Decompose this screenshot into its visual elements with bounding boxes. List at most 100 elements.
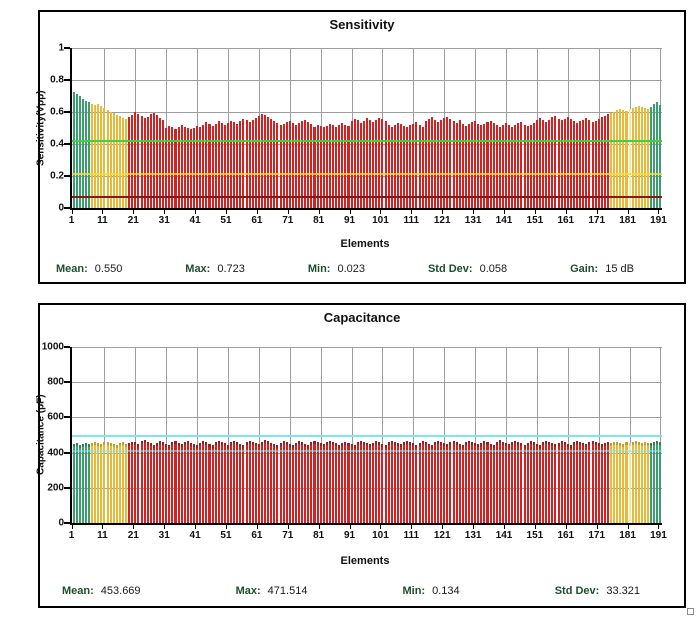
stat-min: Min: 0.023 [308,263,365,275]
x-tick-mark [133,525,135,529]
x-tick-mark [442,525,444,529]
bar-element-13 [109,111,112,208]
bar-element-80 [316,124,319,208]
bar-element-181 [628,109,631,208]
x-axis-labels: 1 11 21 31 41 51 61 71 81 91 101 111 121 131 141 151 161… [69,525,667,543]
bar-element-155 [548,441,551,523]
bar-element-5 [84,443,87,523]
stats-row: Mean: 453.669 Max: 471.514 Min: 0.134 Std Dev:… [62,585,640,597]
bar-element-187 [647,109,650,208]
bar-element-110 [409,442,412,523]
bar-element-170 [594,441,597,523]
x-tick-label: 121 [433,530,451,541]
bar-element-163 [572,442,575,523]
bar-element-156 [551,117,554,208]
x-tick-label: 141 [495,530,513,541]
x-tick-mark [504,210,505,214]
bar-element-30 [162,119,165,208]
bar-element-136 [489,120,492,208]
bar-element-156 [551,443,554,523]
bar-element-56 [242,118,245,208]
x-tick-label: 31 [158,530,170,541]
bar-element-26 [149,443,152,523]
bar-element-179 [622,110,625,208]
bar-element-94 [359,122,362,208]
bar-element-131 [474,121,477,208]
bar-element-132 [477,123,480,208]
bar-element-60 [254,443,257,523]
bar-element-107 [399,124,403,208]
threshold-line-2 [72,195,662,198]
x-tick-label: 61 [251,215,263,226]
stat-value: 15 dB [605,263,634,275]
bar-element-32 [168,126,171,208]
bar-element-3 [78,444,81,523]
bar-element-114 [421,126,424,208]
bar-element-138 [495,441,498,523]
x-tick-mark [504,525,505,529]
bar-element-5 [84,100,87,208]
bar-element-69 [282,441,285,523]
bar-element-167 [585,444,588,523]
h-gridline [72,382,662,384]
bar-element-3 [78,96,81,208]
bar-element-46 [211,444,214,523]
bar-element-88 [341,442,344,523]
bar-element-36 [180,125,183,208]
bar-element-148 [526,442,529,523]
bar-element-143 [511,126,514,208]
x-tick-label: 171 [588,530,606,541]
h-gridline [72,48,662,49]
bar-element-145 [517,123,520,208]
bar-element-37 [183,126,186,208]
bar-element-76 [304,443,307,523]
x-tick-mark [596,525,598,529]
bar-element-62 [260,113,264,208]
bar-element-74 [298,441,301,523]
x-tick-label: 11 [97,215,108,226]
bar-element-135 [486,121,489,208]
bar-element-4 [81,443,84,523]
bar-element-175 [610,113,613,208]
bar-element-157 [554,116,557,208]
x-tick-mark [102,210,104,214]
bar-element-166 [582,119,585,208]
y-tick-label: 0 [58,517,64,529]
x-tick-label: 71 [282,215,294,226]
bar-element-173 [603,115,606,208]
bar-element-125 [455,442,458,523]
bar-element-116 [427,443,430,523]
bar-element-81 [319,125,322,208]
bar-element-186 [644,442,647,523]
bar-element-183 [634,107,637,208]
bar-element-44 [205,442,208,523]
bar-element-24 [143,440,146,523]
bar-element-19 [128,116,131,208]
bar-element-57 [245,442,248,523]
bar-element-22 [137,113,140,208]
x-tick-mark [287,525,289,529]
bar-element-66 [273,444,276,523]
x-tick-label: 121 [433,215,451,226]
x-tick-mark [287,210,289,214]
bar-element-108 [403,126,406,208]
bar-element-7 [91,104,94,208]
bar-element-78 [310,124,313,208]
x-tick-mark [380,210,382,214]
bar-element-102 [384,444,387,523]
bar-element-151 [535,120,538,208]
x-tick-mark [658,210,660,214]
x-tick-label: 41 [189,215,201,226]
bar-element-18 [125,118,128,208]
y-tick-mark [64,143,70,145]
bar-element-127 [461,444,464,523]
bar-element-189 [653,441,656,523]
bar-element-116 [427,118,430,208]
x-tick-label: 81 [313,215,325,226]
h-gridline [72,347,662,348]
x-tick-mark [658,525,660,529]
bar-element-92 [353,119,356,208]
bar-element-163 [572,120,575,208]
bar-element-10 [100,105,103,208]
resize-grip[interactable] [687,608,694,615]
